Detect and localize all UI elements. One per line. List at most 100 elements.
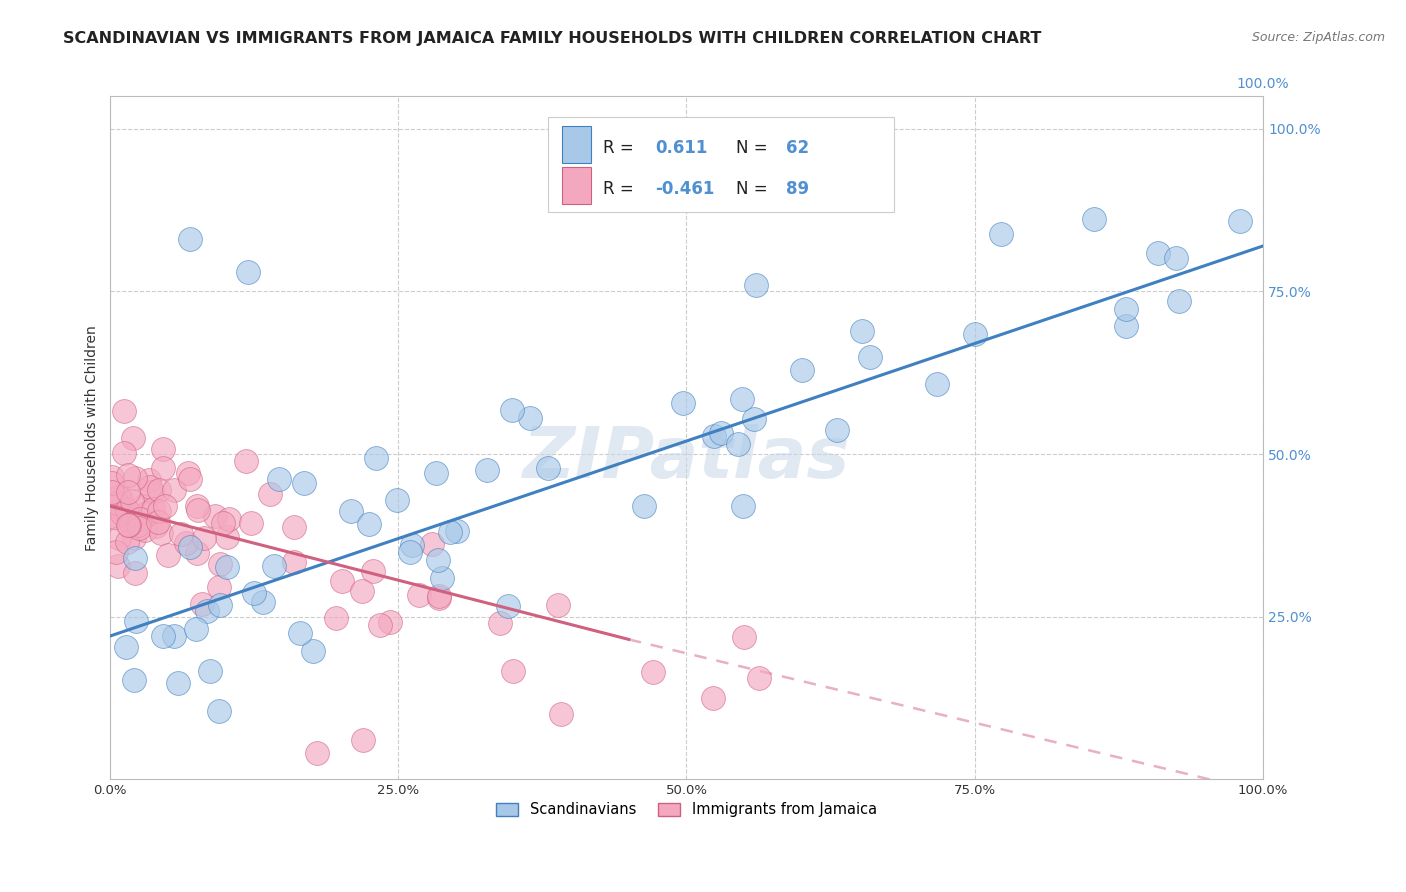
- Point: [191, 597, 214, 611]
- Point: [489, 615, 512, 630]
- Point: [283, 555, 305, 569]
- Point: [111, 507, 134, 521]
- Point: [243, 586, 266, 600]
- Point: [1115, 318, 1137, 333]
- Text: R =: R =: [603, 179, 640, 197]
- Point: [101, 470, 124, 484]
- Point: [547, 598, 569, 612]
- FancyBboxPatch shape: [548, 117, 894, 212]
- Point: [703, 429, 725, 443]
- Legend: Scandinavians, Immigrants from Jamaica: Scandinavians, Immigrants from Jamaica: [491, 797, 883, 823]
- Point: [1083, 212, 1105, 227]
- Point: [104, 510, 127, 524]
- Point: [163, 483, 186, 497]
- Point: [965, 327, 987, 342]
- Point: [108, 532, 131, 546]
- Point: [446, 524, 468, 539]
- Point: [283, 520, 305, 534]
- Point: [252, 595, 274, 609]
- Point: [124, 550, 146, 565]
- Point: [179, 540, 201, 554]
- Point: [157, 548, 180, 562]
- Point: [108, 490, 131, 504]
- Point: [174, 536, 197, 550]
- Point: [218, 512, 240, 526]
- Point: [368, 618, 391, 632]
- Point: [129, 512, 152, 526]
- Point: [195, 604, 218, 618]
- Point: [537, 461, 560, 475]
- Point: [501, 403, 523, 417]
- Point: [671, 396, 693, 410]
- Point: [132, 499, 155, 513]
- Text: -0.461: -0.461: [655, 179, 714, 197]
- Point: [733, 500, 755, 514]
- Point: [136, 506, 159, 520]
- Point: [179, 472, 201, 486]
- Point: [263, 558, 285, 573]
- Point: [792, 362, 814, 376]
- Point: [117, 517, 139, 532]
- Point: [111, 507, 134, 521]
- Point: [152, 442, 174, 456]
- Point: [148, 483, 170, 498]
- Point: [209, 557, 232, 571]
- Point: [475, 463, 498, 477]
- Point: [100, 484, 122, 499]
- Point: [1168, 294, 1191, 309]
- Point: [208, 704, 231, 718]
- Text: R =: R =: [603, 138, 640, 156]
- Point: [124, 566, 146, 580]
- Point: [115, 535, 138, 549]
- Point: [118, 517, 141, 532]
- Point: [359, 516, 381, 531]
- Point: [198, 665, 221, 679]
- Point: [112, 403, 135, 417]
- Point: [236, 265, 259, 279]
- Point: [187, 503, 209, 517]
- Point: [350, 584, 373, 599]
- Point: [990, 227, 1012, 241]
- Text: N =: N =: [737, 179, 773, 197]
- Point: [163, 629, 186, 643]
- Point: [212, 516, 235, 531]
- Point: [186, 499, 208, 513]
- Point: [208, 580, 231, 594]
- Point: [112, 446, 135, 460]
- Point: [169, 527, 191, 541]
- Point: [385, 492, 408, 507]
- Point: [146, 515, 169, 529]
- Point: [353, 733, 375, 747]
- Point: [259, 486, 281, 500]
- Point: [363, 565, 385, 579]
- Point: [150, 525, 173, 540]
- Point: [288, 626, 311, 640]
- Point: [193, 532, 215, 546]
- Point: [748, 671, 770, 685]
- Point: [730, 392, 752, 407]
- Point: [633, 499, 655, 513]
- Point: [1164, 251, 1187, 265]
- Point: [825, 423, 848, 437]
- Point: [302, 644, 325, 658]
- Point: [204, 508, 226, 523]
- Point: [292, 475, 315, 490]
- Point: [107, 558, 129, 573]
- Point: [859, 350, 882, 364]
- Point: [112, 504, 135, 518]
- Point: [153, 500, 176, 514]
- Point: [1229, 213, 1251, 227]
- Point: [925, 376, 948, 391]
- Point: [141, 484, 163, 499]
- Point: [152, 629, 174, 643]
- Point: [125, 614, 148, 628]
- Point: [727, 436, 749, 450]
- Point: [117, 485, 139, 500]
- Point: [401, 538, 423, 552]
- Point: [330, 574, 353, 588]
- Text: N =: N =: [737, 138, 773, 156]
- Text: 62: 62: [786, 138, 808, 156]
- Point: [110, 491, 132, 506]
- Point: [742, 412, 765, 426]
- Point: [235, 453, 257, 467]
